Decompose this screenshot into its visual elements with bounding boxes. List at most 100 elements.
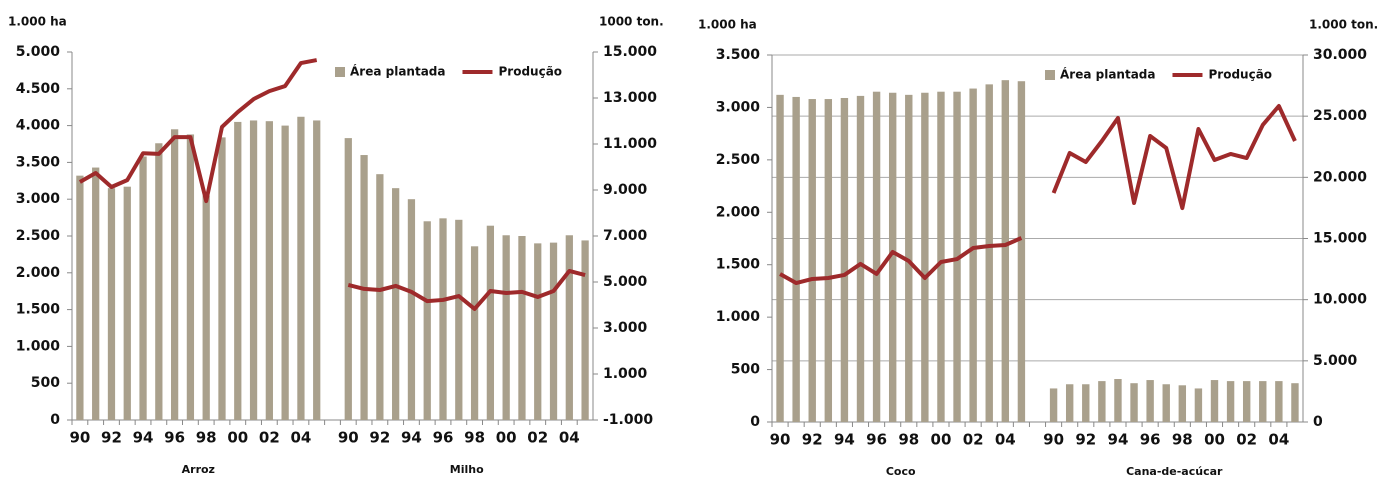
bar — [581, 240, 589, 420]
x-tick-label: 90 — [338, 429, 359, 447]
bar — [549, 242, 558, 420]
bar — [792, 96, 800, 422]
bar — [392, 188, 400, 420]
bar — [344, 138, 352, 420]
x-tick-label: 92 — [369, 429, 390, 447]
bar — [1226, 381, 1235, 422]
bar — [888, 92, 897, 423]
bar — [470, 246, 479, 420]
bar — [1017, 81, 1026, 422]
y-axis-title: 1.000 ha — [8, 15, 67, 29]
x-tick-label: 04 — [995, 431, 1016, 449]
line — [78, 58, 586, 311]
bar — [872, 91, 881, 422]
legend-label: Área plantada — [350, 64, 445, 79]
bar — [376, 174, 384, 420]
x-tick-label: 02 — [527, 429, 548, 447]
bar — [937, 91, 945, 422]
group-label: Milho — [450, 463, 484, 476]
y-axis-title: 1.000 ha — [698, 18, 757, 32]
bar — [808, 99, 816, 422]
bar — [281, 125, 289, 420]
y-tick-label: 0 — [750, 414, 760, 430]
y2-tick-label: -1.000 — [603, 412, 653, 428]
x-tick-label: 90 — [1043, 431, 1064, 449]
bar — [1065, 384, 1074, 422]
x-tick-label: 90 — [69, 429, 90, 447]
bar — [502, 235, 510, 420]
y2-tick-label: 0 — [1313, 414, 1323, 430]
y2-tick-label: 13.000 — [603, 90, 657, 106]
x-tick-label: 96 — [433, 429, 454, 447]
x-tick-label: 02 — [963, 431, 984, 449]
bar — [1275, 381, 1283, 422]
y-tick-label: 500 — [731, 362, 760, 378]
bar — [1098, 381, 1106, 422]
legend-label: Produção — [498, 65, 562, 79]
bar — [265, 121, 273, 421]
x-tick-label: 94 — [834, 431, 855, 449]
x-tick-label: 90 — [770, 431, 791, 449]
y2-tick-label: 25.000 — [1313, 108, 1367, 124]
legend-swatch — [335, 67, 345, 77]
group-label: Arroz — [182, 463, 215, 476]
y-tick-label: 5.000 — [16, 44, 61, 60]
bar — [1259, 381, 1267, 422]
y2-tick-label: 10.000 — [1313, 292, 1367, 308]
x-tick-label: 00 — [931, 431, 952, 449]
x-tick-label: 98 — [196, 429, 217, 447]
legend-swatch — [1045, 70, 1055, 80]
x-tick-label: 04 — [290, 429, 311, 447]
x-tick-label: 94 — [133, 429, 154, 447]
bar — [313, 120, 321, 420]
bar — [969, 88, 977, 422]
line — [779, 104, 1297, 286]
bar — [985, 84, 993, 423]
bar — [840, 97, 849, 423]
bar — [1242, 381, 1251, 422]
y-tick-label: 2.500 — [16, 228, 61, 244]
y-tick-label: 2.500 — [716, 152, 761, 168]
group-label: Coco — [886, 465, 916, 478]
bar — [455, 219, 463, 420]
bar — [123, 186, 131, 420]
bar — [186, 134, 195, 420]
x-tick-label: 00 — [496, 429, 517, 447]
y-tick-label: 1.000 — [716, 309, 761, 325]
bar — [1178, 385, 1187, 422]
bar — [139, 156, 147, 420]
bar — [249, 120, 258, 420]
y-tick-label: 1.000 — [16, 338, 61, 354]
bar — [1146, 380, 1154, 422]
legend-label: Produção — [1208, 68, 1272, 82]
bar — [234, 121, 242, 421]
y2-axis-title: 1000 ton. — [599, 15, 664, 29]
y-tick-label: 3.000 — [16, 191, 61, 207]
bar — [76, 175, 84, 420]
bar — [534, 243, 542, 420]
bar — [218, 137, 226, 420]
bar — [905, 94, 913, 423]
y2-tick-label: 15.000 — [1313, 231, 1367, 247]
bar — [856, 95, 865, 422]
y2-tick-label: 3.000 — [603, 320, 648, 336]
x-tick-label: 96 — [164, 429, 185, 447]
x-tick-label: 92 — [802, 431, 823, 449]
y-tick-label: 2.000 — [16, 265, 61, 281]
y-tick-label: 4.500 — [16, 81, 61, 97]
bar — [1082, 384, 1090, 422]
bar — [1001, 80, 1010, 422]
y-tick-label: 0 — [50, 412, 60, 428]
x-tick-label: 98 — [464, 429, 485, 447]
y-tick-label: 1.500 — [716, 257, 761, 273]
bar — [1049, 388, 1058, 422]
y-tick-label: 2.000 — [716, 204, 761, 220]
y-tick-label: 3.000 — [716, 99, 761, 115]
bar — [1194, 388, 1203, 422]
legend-label: Área plantada — [1060, 67, 1155, 82]
y2-tick-label: 11.000 — [603, 136, 657, 152]
x-tick-label: 94 — [1108, 431, 1129, 449]
y-tick-label: 500 — [31, 375, 60, 391]
